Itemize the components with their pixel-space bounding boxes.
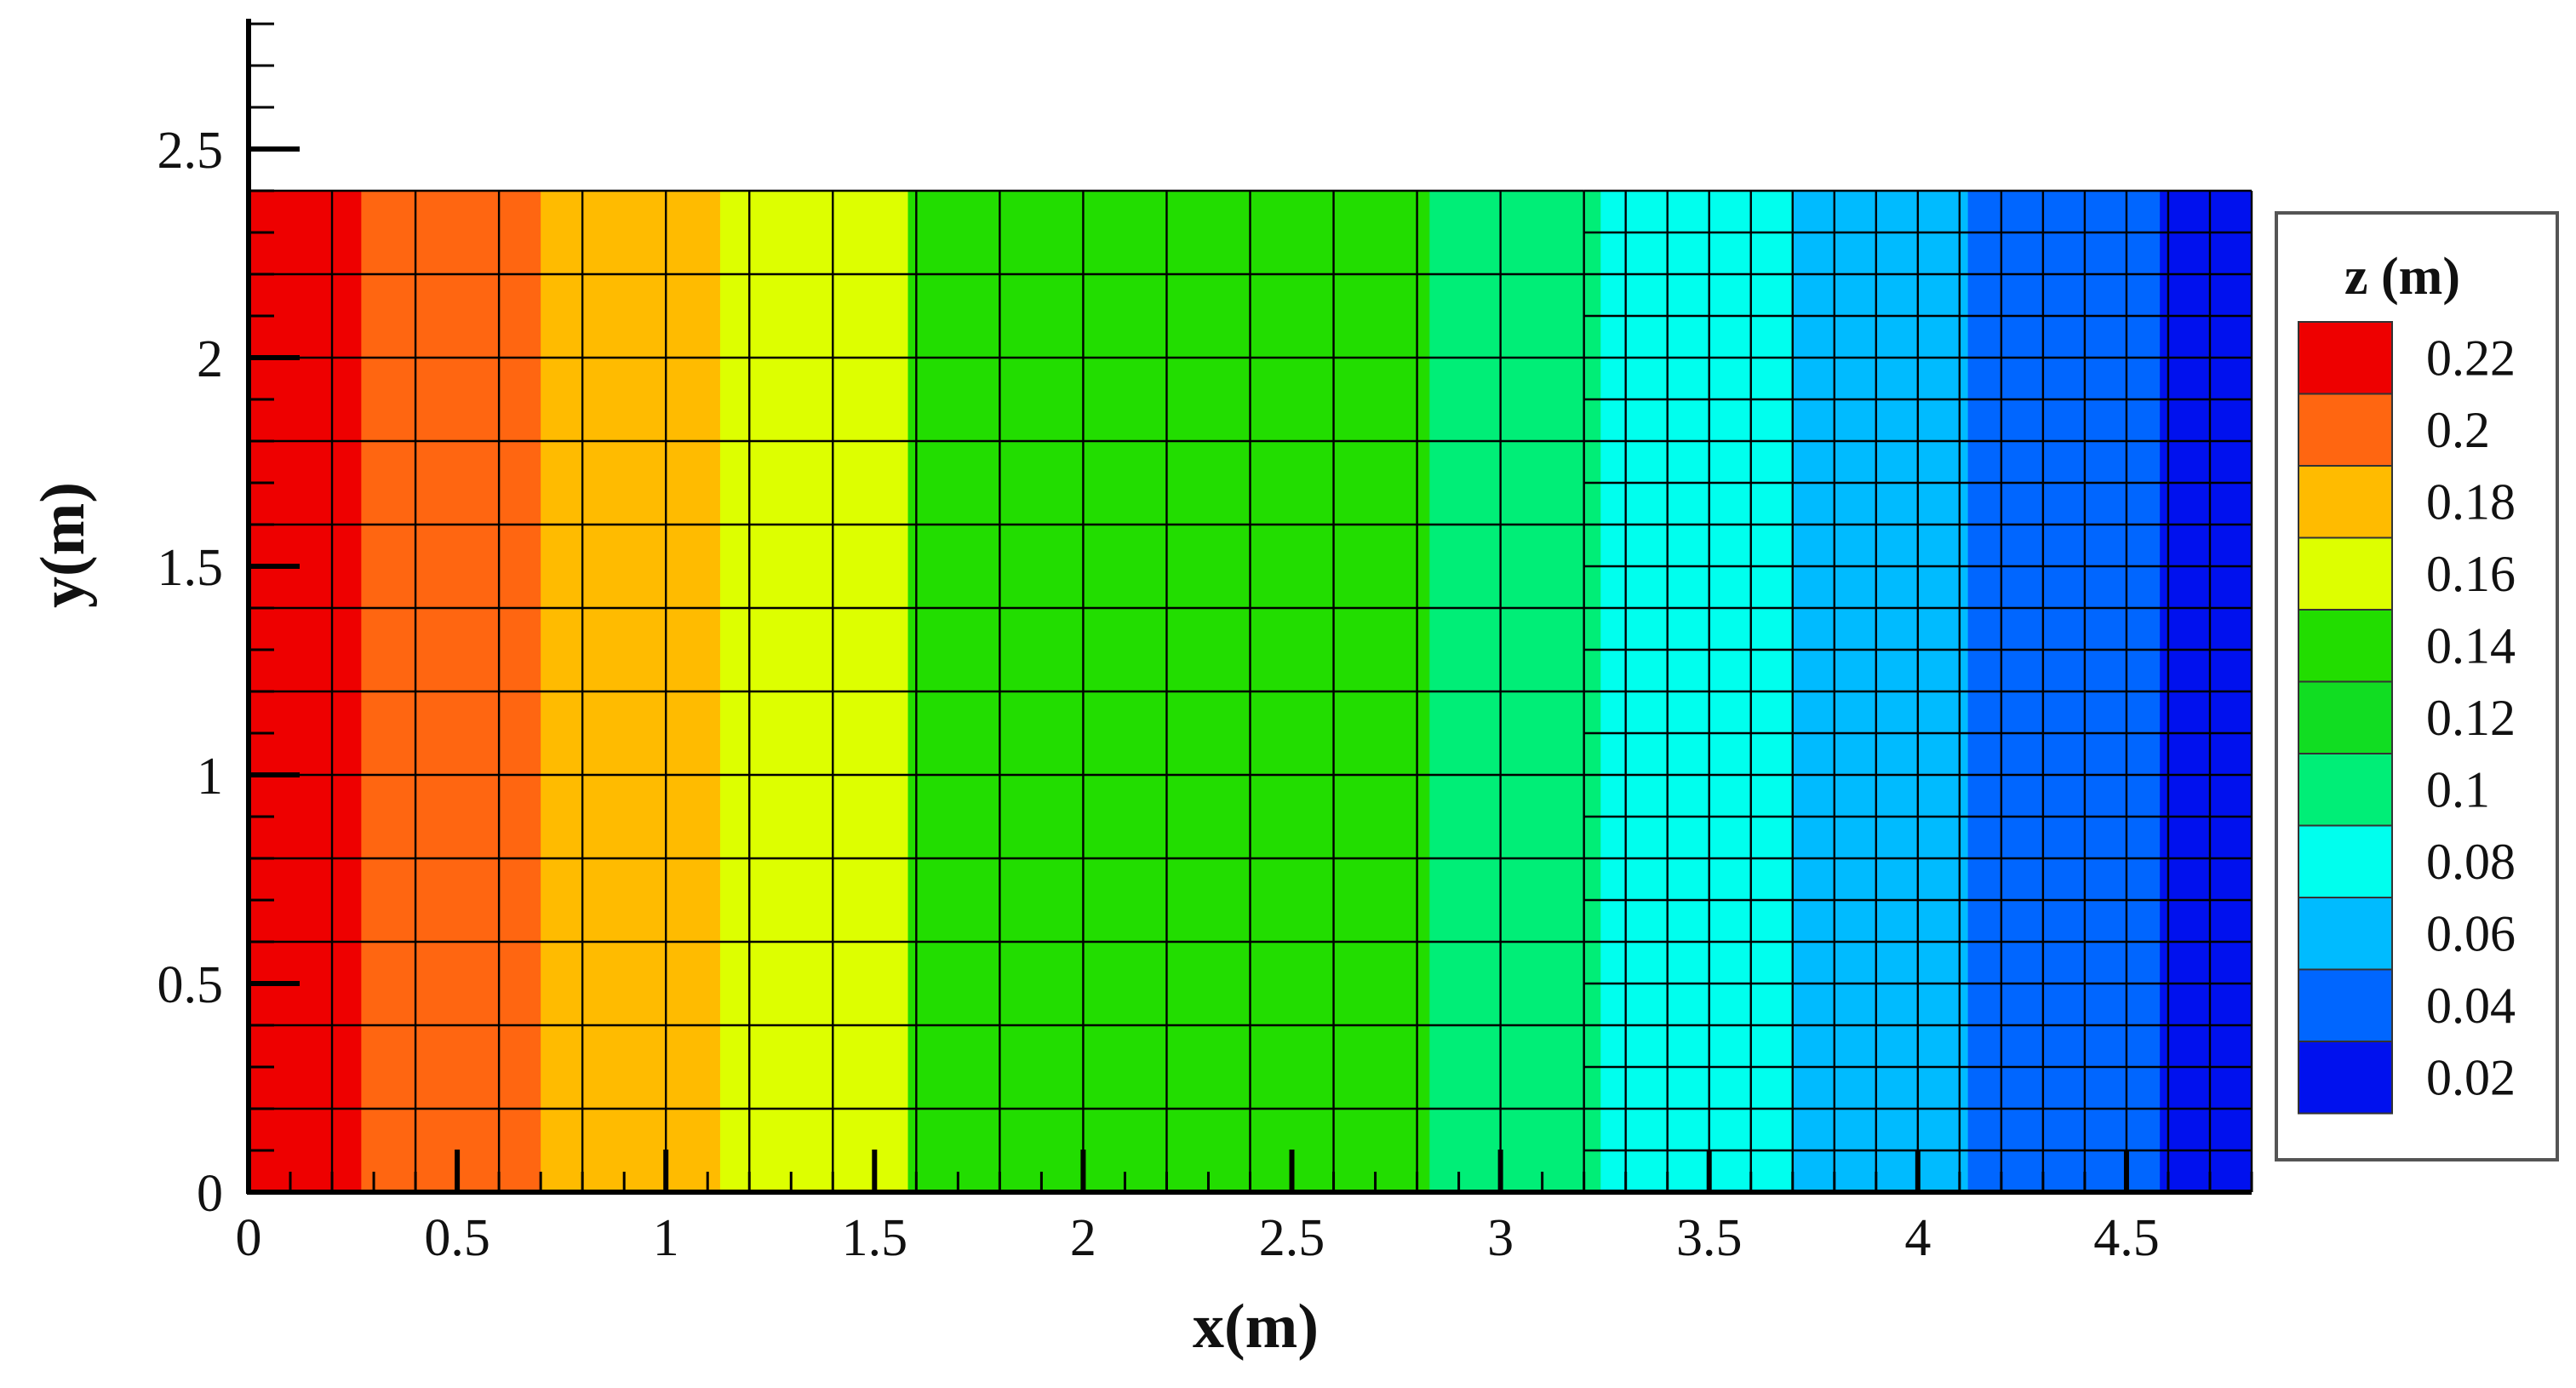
legend-label: 0.12 (2426, 690, 2516, 746)
mesh-grid (247, 189, 2253, 1194)
axes: 0 0.5 1 1.5 2 2.5 3 3.5 4 4.5 0 0.5 1 1.5 2 2.5 (157, 19, 2253, 1267)
y-tick-label: 0.5 (157, 956, 224, 1014)
legend-swatch (2298, 680, 2393, 754)
y-axis-title: y(m) (28, 482, 98, 608)
legend-swatch (2298, 536, 2393, 611)
x-tick-label: 1.5 (842, 1209, 908, 1267)
legend-swatch (2298, 824, 2393, 898)
y-tick-label: 1 (197, 748, 223, 806)
x-tick-label: 4.5 (2093, 1209, 2160, 1267)
y-tick-label: 2 (197, 330, 223, 388)
x-tick-label: 4 (1904, 1209, 1931, 1267)
legend-swatch (2298, 609, 2393, 683)
legend-label: 0.02 (2426, 1049, 2516, 1105)
x-tick-label: 0 (236, 1209, 262, 1267)
legend-label: 0.18 (2426, 473, 2516, 530)
y-tick-label: 2.5 (157, 122, 224, 180)
y-tick-label: 0 (197, 1165, 223, 1223)
legend-label: 0.14 (2426, 617, 2516, 674)
legend-swatch (2298, 897, 2393, 971)
legend-label: 0.06 (2426, 905, 2516, 961)
legend-label: 0.2 (2426, 402, 2490, 458)
legend-label: 0.1 (2426, 761, 2490, 817)
x-tick-label: 2 (1070, 1209, 1096, 1267)
legend-swatch (2298, 393, 2393, 467)
x-tick-label: 0.5 (424, 1209, 490, 1267)
x-axis-title: x(m) (1193, 1292, 1319, 1362)
x-tick-label: 2.5 (1259, 1209, 1325, 1267)
legend-label: 0.22 (2426, 330, 2516, 386)
legend-swatch (2298, 321, 2393, 395)
x-tick-label: 3 (1487, 1209, 1514, 1267)
legend-swatch (2298, 465, 2393, 539)
legend-label: 0.04 (2426, 978, 2516, 1034)
legend-swatch (2298, 968, 2393, 1042)
legend-label: 0.08 (2426, 834, 2516, 890)
x-tick-label: 3.5 (1676, 1209, 1743, 1267)
legend: z (m) 0.22 0.2 0.18 0.16 0.14 0.12 0.1 0.08 0.06… (2275, 211, 2559, 1161)
legend-title: z (m) (2344, 248, 2460, 306)
y-tick-label: 1.5 (157, 539, 224, 597)
legend-swatch (2298, 753, 2393, 827)
legend-swatch (2298, 1041, 2393, 1115)
legend-label: 0.16 (2426, 546, 2516, 602)
x-tick-label: 1 (653, 1209, 679, 1267)
